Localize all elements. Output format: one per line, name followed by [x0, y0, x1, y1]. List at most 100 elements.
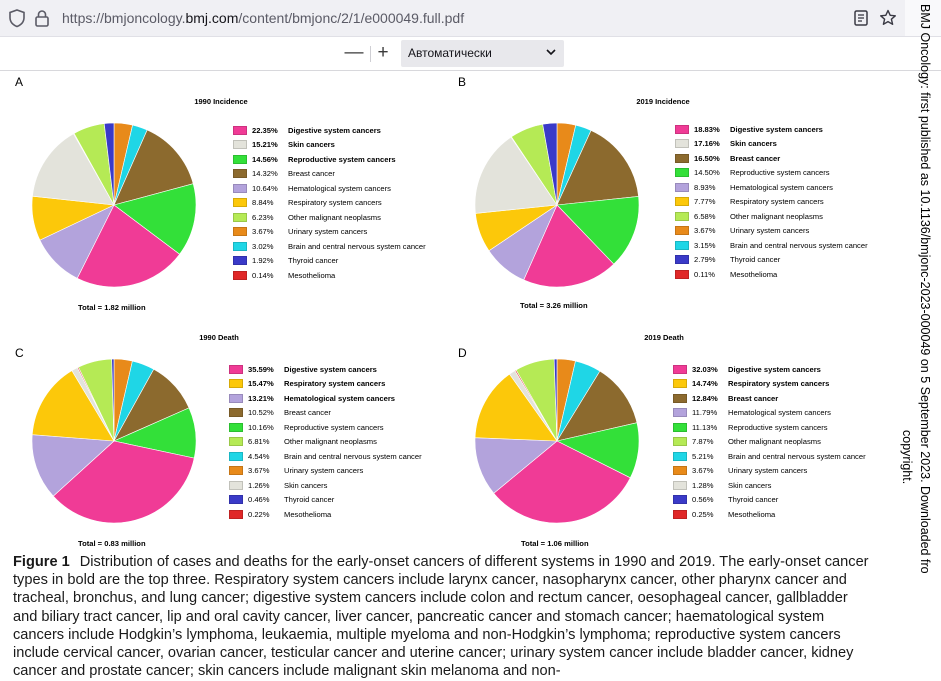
legend-item: 2.79% Thyroid cancer: [675, 253, 868, 268]
pie-slice-thyroid-cancer: [103, 122, 115, 206]
legend-label: Thyroid cancer: [728, 495, 779, 505]
legend-percent: 6.58%: [694, 211, 716, 221]
bookmark-star-icon[interactable]: [877, 7, 899, 29]
legend-swatch: [673, 364, 687, 374]
legend-percent: 0.22%: [248, 509, 270, 519]
caption-text: Distribution of cases and deaths for the…: [13, 554, 869, 680]
legend-swatch: [229, 466, 243, 476]
legend-label: Urinary system cancers: [728, 466, 808, 476]
pie-slice-reproductive-system-cancers: [556, 196, 640, 265]
legend-item: 14.56% Reproductive system cancers: [233, 152, 426, 167]
legend-percent: 3.67%: [692, 466, 714, 476]
side-copyright-note-2: copyright.: [900, 430, 914, 485]
legend-swatch: [675, 255, 689, 265]
legend-item: 10.16% Reproductive system cancers: [229, 420, 422, 435]
pie-slice-reproductive-system-cancers: [113, 183, 197, 255]
legend-swatch: [673, 408, 687, 418]
side-copyright-note: BMJ Oncology: first published as 10.1136…: [918, 4, 932, 574]
legend-swatch: [673, 466, 687, 476]
legend-percent: 14.74%: [692, 379, 718, 389]
legend-label: Brain and central nervous system cancer: [730, 240, 868, 250]
url-prefix: https://bmjoncology.: [62, 10, 186, 26]
legend-item: 14.74% Respiratory system cancers: [673, 377, 866, 392]
legend-item: 4.54% Brain and central nervous system ca…: [229, 449, 422, 464]
panel-letter-b: B: [458, 75, 467, 89]
legend-swatch: [233, 241, 247, 251]
legend-item: 1.28% Skin cancers: [673, 478, 866, 493]
legend-item: 1.92% Thyroid cancer: [233, 254, 426, 269]
pdf-toolbar: — + Автоматически: [0, 37, 941, 71]
legend-label: Urinary system cancers: [288, 227, 368, 237]
panel-letter-d: D: [458, 346, 467, 360]
legend-label: Skin cancers: [288, 140, 335, 150]
figure-caption: Figure 1 Distribution of cases and deaths…: [13, 553, 873, 680]
legend-swatch: [675, 168, 689, 178]
legend-swatch: [229, 408, 243, 418]
total-a: Total = 1.82 million: [78, 303, 146, 312]
legend-percent: 3.67%: [248, 466, 270, 476]
zoom-select[interactable]: Автоматически: [401, 40, 564, 67]
legend-item: 0.46% Thyroid cancer: [229, 493, 422, 508]
chevron-down-icon: [546, 49, 556, 56]
legend-swatch: [233, 227, 247, 237]
legend-percent: 22.35%: [252, 125, 278, 135]
legend-label: Breast cancer: [730, 153, 781, 163]
legend-item: 8.93% Hematological system cancers: [675, 180, 868, 195]
legend-swatch: [233, 183, 247, 193]
legend-item: 3.67% Urinary system cancers: [675, 224, 868, 239]
legend-swatch: [675, 124, 689, 134]
url-field[interactable]: https://bmjoncology.bmj.com/content/bmjo…: [0, 0, 905, 36]
pie-slice-thyroid-cancer: [553, 358, 558, 442]
legend-percent: 1.26%: [248, 480, 270, 490]
legend-swatch: [233, 198, 247, 208]
panel-letter-a: A: [15, 75, 24, 89]
legend-percent: 17.16%: [694, 139, 720, 149]
legend-label: Thyroid cancer: [730, 255, 781, 265]
legend-label: Breast cancer: [728, 393, 779, 403]
legend-label: Other malignant neoplasms: [288, 212, 381, 222]
legend-item: 11.13% Reproductive system cancers: [673, 420, 866, 435]
legend-item: 0.22% Mesothelioma: [229, 507, 422, 522]
legend-item: 11.79% Hematological system cancers: [673, 406, 866, 421]
chart-title-d: 2019 Death: [644, 333, 684, 342]
legend-swatch: [229, 379, 243, 389]
zoom-out-button[interactable]: —: [344, 42, 364, 63]
legend-label: Mesothelioma: [730, 269, 778, 279]
legend-item: 6.23% Other malignant neoplasms: [233, 210, 426, 225]
zoom-in-button[interactable]: +: [377, 42, 389, 63]
legend-item: 6.81% Other malignant neoplasms: [229, 435, 422, 450]
legend-swatch: [229, 480, 243, 490]
legend-item: 3.67% Urinary system cancers: [229, 464, 422, 479]
legend-percent: 14.50%: [694, 168, 720, 178]
legend-item: 0.14% Mesothelioma: [233, 268, 426, 283]
legend-label: Hematological system cancers: [728, 408, 831, 418]
url-text[interactable]: https://bmjoncology.bmj.com/content/bmjo…: [62, 10, 464, 26]
url-domain: bmj.com: [185, 10, 239, 26]
legend-item: 5.21% Brain and central nervous system ca…: [673, 449, 866, 464]
legend-swatch: [229, 393, 243, 403]
shield-icon[interactable]: [6, 7, 28, 29]
legend-item: 6.58% Other malignant neoplasms: [675, 209, 868, 224]
legend-item: 0.25% Mesothelioma: [673, 507, 866, 522]
legend-percent: 18.83%: [694, 124, 720, 134]
legend-item: 17.16% Skin cancers: [675, 137, 868, 152]
zoom-value: Автоматически: [408, 46, 492, 60]
legend-swatch: [673, 422, 687, 432]
pie-slice-respiratory-system-cancers: [31, 370, 115, 442]
legend-percent: 13.21%: [248, 393, 274, 403]
legend-a: 22.35% Digestive system cancers 15.21% Skin…: [233, 123, 426, 283]
toolbar-separator: [370, 46, 371, 62]
legend-swatch: [233, 270, 247, 280]
pie-slice-breast-cancer: [556, 370, 638, 442]
reader-mode-icon[interactable]: [850, 7, 872, 29]
legend-label: Other malignant neoplasms: [284, 437, 377, 447]
legend-item: 8.84% Respiratory system cancers: [233, 196, 426, 211]
pie-slice-digestive-system-cancers: [493, 440, 631, 524]
legend-label: Thyroid cancer: [284, 495, 335, 505]
lock-icon[interactable]: [31, 7, 53, 29]
legend-item: 14.32% Breast cancer: [233, 167, 426, 182]
legend-item: 22.35% Digestive system cancers: [233, 123, 426, 138]
legend-percent: 10.16%: [248, 422, 274, 432]
legend-percent: 0.56%: [692, 495, 714, 505]
legend-label: Breast cancer: [288, 169, 335, 179]
